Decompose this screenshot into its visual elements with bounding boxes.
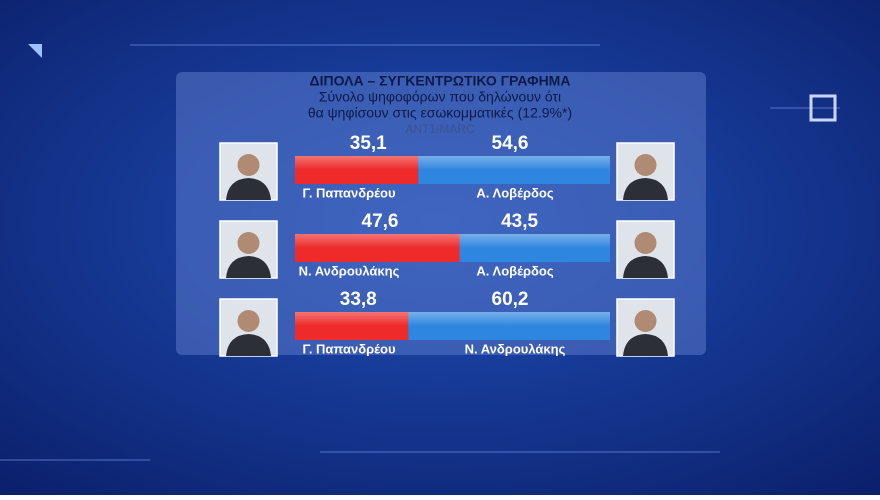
subtitle: θα ψηφίσουν στις εσωκομματικές (12.9%*) (308, 105, 572, 121)
photo-body (623, 256, 668, 278)
photo-body (226, 256, 271, 278)
source: ANT1/MARC (405, 122, 475, 136)
photo (219, 142, 278, 201)
photo-head (237, 310, 260, 332)
value-label: 47,6 (362, 211, 399, 232)
name-label: Ν. Ανδρουλάκης (465, 341, 566, 356)
photo-body (226, 334, 271, 356)
bar-shine (295, 234, 610, 262)
photo (616, 142, 675, 201)
subtitle: Σύνολο ψηφοφόρων που δηλώνουν ότι (319, 89, 561, 105)
photo-body (226, 178, 271, 200)
name-label: Γ. Παπανδρέου (302, 185, 396, 200)
photo (616, 220, 675, 279)
value-label: 43,5 (501, 211, 538, 232)
photo (219, 298, 278, 357)
photo-head (634, 310, 657, 332)
name-label: Ν. Ανδρουλάκης (299, 263, 400, 278)
photo (616, 298, 675, 357)
photo-body (623, 334, 668, 356)
photo-head (634, 232, 657, 254)
photo-body (623, 178, 668, 200)
panel (176, 72, 706, 355)
value-label: 60,2 (492, 289, 529, 310)
value-label: 33,8 (340, 289, 377, 310)
corner-mark (28, 44, 42, 58)
logo-square (809, 94, 837, 122)
photo-head (237, 232, 260, 254)
bar-shine (295, 156, 610, 184)
name-label: Γ. Παπανδρέου (302, 341, 396, 356)
value-label: 54,6 (492, 133, 529, 154)
bar-shine (295, 312, 610, 340)
value-label: 35,1 (350, 133, 387, 154)
decor-lines (0, 44, 840, 461)
title: ΔΙΠΟΛΑ – ΣΥΓΚΕΝΤΡΩΤΙΚΟ ΓΡΑΦΗΜΑ (310, 73, 571, 89)
name-label: Α. Λοβέρδος (476, 263, 553, 278)
photo-head (237, 154, 260, 176)
photo-head (634, 154, 657, 176)
photo (219, 220, 278, 279)
name-label: Α. Λοβέρδος (476, 185, 553, 200)
